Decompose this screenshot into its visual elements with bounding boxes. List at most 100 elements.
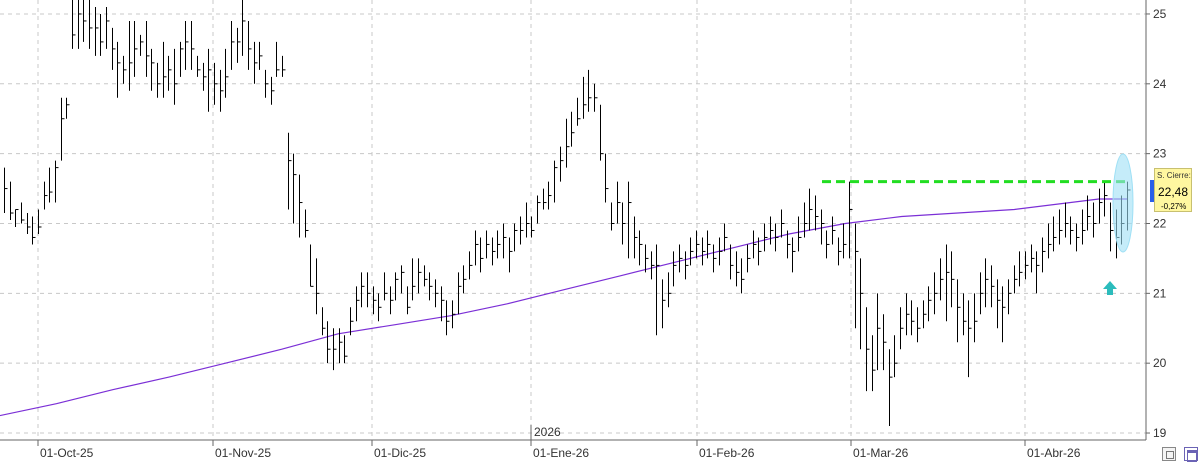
ohlc-series <box>4 0 1131 427</box>
ohlc-bar <box>480 237 484 273</box>
ohlc-bar <box>10 181 14 220</box>
ohlc-bar <box>673 251 677 287</box>
ohlc-bar <box>690 237 694 266</box>
ohlc-bar <box>225 48 229 98</box>
ohlc-bar <box>883 314 887 371</box>
ohlc-bar <box>424 265 428 287</box>
ohlc-bar <box>781 209 785 238</box>
ohlc-bar <box>1002 286 1006 343</box>
y-tick-label: 21 <box>1153 286 1167 300</box>
ohlc-bar <box>770 216 774 245</box>
ohlc-bar <box>838 237 842 266</box>
ohlc-bar <box>543 188 547 210</box>
ohlc-bar <box>237 27 241 63</box>
ohlc-bar <box>611 202 615 231</box>
ohlc-bar <box>197 55 201 77</box>
ohlc-bar <box>327 321 331 364</box>
ohlc-bar <box>662 279 666 329</box>
ohlc-bar <box>679 244 683 273</box>
x-tick-label: 01-Mar-26 <box>853 446 909 460</box>
ohlc-bar <box>702 237 706 266</box>
ohlc-bar <box>911 300 915 336</box>
ohlc-bar <box>248 20 252 70</box>
ohlc-bar <box>492 237 496 266</box>
x-tick-label: 01-Abr-26 <box>1027 446 1081 460</box>
ohlc-bar <box>934 272 938 315</box>
ohlc-bar <box>72 0 76 49</box>
ohlc-bar <box>628 181 632 259</box>
ohlc-bar <box>809 188 813 231</box>
ohlc-bar <box>753 230 757 259</box>
ohlc-bar <box>605 153 609 203</box>
ohlc-bar <box>452 300 456 329</box>
moving-average-series <box>0 198 1127 417</box>
ohlc-bar <box>123 55 127 84</box>
x-axis-ticks: 01-Oct-25 01-Nov-25 01-Dic-25 01-Ene-26 01-F… <box>37 425 1081 460</box>
ohlc-bar <box>1048 223 1052 259</box>
ohlc-bar <box>151 48 155 91</box>
ohlc-bar <box>696 230 700 259</box>
ohlc-bar <box>44 181 48 210</box>
ohlc-bar <box>435 279 439 308</box>
ohlc-bar <box>429 272 433 301</box>
ohlc-bar <box>889 349 893 427</box>
ohlc-bar <box>27 213 31 234</box>
ohlc-bar <box>469 251 473 280</box>
ohlc-bar <box>713 244 717 273</box>
ohlc-bar <box>32 216 36 245</box>
ohlc-bar <box>282 55 286 77</box>
ohlc-bar <box>843 223 847 259</box>
ohlc-bar <box>1031 244 1035 273</box>
ohlc-bar <box>208 48 212 112</box>
ohlc-bar <box>407 286 411 315</box>
ohlc-bar <box>1087 195 1091 231</box>
save-icon[interactable] <box>1184 447 1198 462</box>
ohlc-bar <box>651 251 655 280</box>
ohlc-bar <box>95 6 99 56</box>
ohlc-bar <box>100 13 104 56</box>
ohlc-bar <box>719 237 723 266</box>
ohlc-bar <box>344 335 348 364</box>
ohlc-bar <box>923 300 927 329</box>
ohlc-bar <box>1019 251 1023 287</box>
ohlc-bar <box>378 293 382 322</box>
ohlc-bar <box>526 202 530 238</box>
ohlc-bar <box>747 244 751 273</box>
ohlc-bar <box>894 335 898 378</box>
ohlc-bar <box>316 258 320 315</box>
ohlc-bar <box>361 272 365 308</box>
ohlc-bar <box>384 272 388 301</box>
ohlc-bar <box>356 286 360 322</box>
ohlc-bar <box>775 223 779 252</box>
x-tick-label: 01-Dic-25 <box>374 446 426 460</box>
ohlc-bar <box>1070 216 1074 245</box>
ohlc-bar <box>129 20 133 91</box>
ohlc-bar <box>1093 202 1097 238</box>
ohlc-bar <box>566 118 570 168</box>
ohlc-bar <box>61 97 65 161</box>
ohlc-bar <box>497 230 501 259</box>
ohlc-bar <box>1014 265 1018 294</box>
ohlc-bar <box>758 237 762 266</box>
ohlc-bar <box>106 6 110 49</box>
ohlc-bar <box>787 230 791 259</box>
ohlc-bar <box>531 216 535 238</box>
ohlc-bar <box>231 20 235 70</box>
last-price-change: -0,27% <box>1161 202 1187 211</box>
ohlc-bar <box>577 97 581 126</box>
restore-view-button[interactable] <box>1162 447 1176 461</box>
ohlc-bar <box>815 195 819 231</box>
ohlc-bar <box>1053 216 1057 252</box>
ohlc-bar <box>600 104 604 161</box>
ohlc-bar <box>418 258 422 294</box>
ohlc-bar <box>299 174 303 238</box>
ohlc-bar <box>191 20 195 70</box>
ohlc-bar <box>367 272 371 308</box>
ohlc-bar <box>622 202 626 245</box>
ohlc-bar <box>157 62 161 98</box>
y-tick-label: 25 <box>1153 7 1167 21</box>
ohlc-bar <box>724 223 728 252</box>
ohlc-bar <box>1059 209 1063 245</box>
last-price-box: S. Cierre: 22,48 -0,27% <box>1154 168 1192 212</box>
